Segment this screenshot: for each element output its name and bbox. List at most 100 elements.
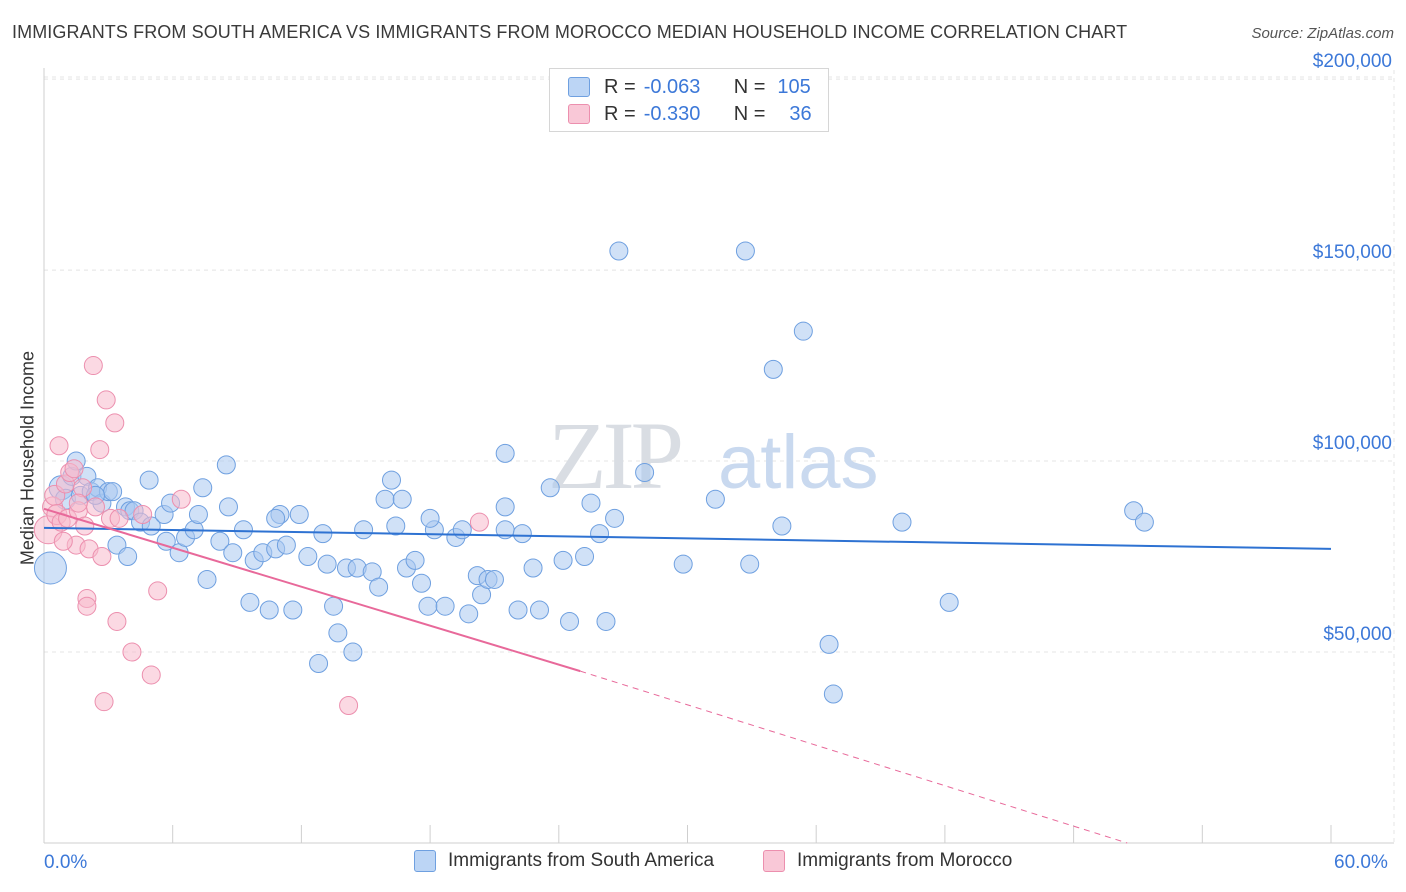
point-south-america: [763, 359, 783, 379]
point-south-america: [609, 241, 629, 261]
point-south-america: [313, 524, 333, 544]
point-south-america: [233, 520, 253, 540]
legend-r-value: -0.063: [643, 75, 701, 98]
y-tick-label: $50,000: [1323, 624, 1392, 645]
bottom-legend-label: Immigrants from South America: [448, 850, 715, 871]
point-south-america: [512, 524, 532, 544]
point-south-america: [103, 482, 123, 502]
point-south-america: [560, 611, 580, 631]
watermark-atlas: atlas: [718, 420, 879, 505]
point-south-america: [276, 535, 296, 555]
bottom-legend-morocco: Immigrants from Morocco: [763, 850, 1012, 872]
point-south-america: [223, 543, 243, 563]
bottom-legend-swatch-blue: [414, 850, 436, 872]
legend-n-label: N =: [733, 102, 766, 125]
point-south-america: [118, 547, 138, 567]
point-south-america: [892, 512, 912, 532]
bottom-legend-swatch-pink: [763, 850, 785, 872]
point-south-america: [1134, 512, 1154, 532]
point-south-america: [405, 550, 425, 570]
point-south-america: [819, 634, 839, 654]
point-south-america: [459, 604, 479, 624]
point-south-america: [673, 554, 693, 574]
point-morocco: [49, 436, 69, 456]
point-south-america: [218, 497, 238, 517]
point-morocco: [148, 581, 168, 601]
points-layer: [33, 241, 1154, 715]
point-south-america: [240, 592, 260, 612]
point-morocco: [107, 611, 127, 631]
point-south-america: [317, 554, 337, 574]
point-south-america: [259, 600, 279, 620]
point-south-america: [508, 600, 528, 620]
legend-row-morocco: R = -0.330 N = 36: [568, 102, 812, 126]
point-morocco: [85, 497, 105, 517]
point-south-america: [197, 569, 217, 589]
x-tick-label-min: 0.0%: [44, 852, 88, 873]
point-south-america: [635, 463, 655, 483]
point-south-america: [740, 554, 760, 574]
y-axis-label: Median Household Income: [17, 350, 38, 566]
point-south-america: [495, 497, 515, 517]
point-south-america: [309, 653, 329, 673]
y-tick-labels: $50,000 $100,000 $150,000 $200,000: [1313, 51, 1392, 645]
point-south-america: [386, 516, 406, 536]
point-south-america: [553, 550, 573, 570]
point-morocco: [469, 512, 489, 532]
point-morocco: [77, 596, 97, 616]
point-south-america: [575, 547, 595, 567]
point-south-america: [540, 478, 560, 498]
point-south-america: [596, 611, 616, 631]
watermark: ZIP atlas: [548, 402, 879, 509]
point-south-america: [298, 547, 318, 567]
point-south-america: [392, 489, 412, 509]
point-morocco: [339, 695, 359, 715]
point-south-america: [375, 489, 395, 509]
point-south-america: [324, 596, 344, 616]
legend-r-value: -0.330: [643, 102, 701, 125]
point-south-america: [369, 577, 389, 597]
point-south-america: [139, 470, 159, 490]
point-south-america: [33, 551, 67, 585]
point-morocco: [109, 508, 129, 528]
trendline-morocco: [43, 507, 581, 673]
y-tick-label: $200,000: [1313, 51, 1392, 72]
legend-swatch-pink: [568, 104, 590, 124]
point-south-america: [939, 592, 959, 612]
point-south-america: [328, 623, 348, 643]
chart-source: Source: ZipAtlas.com: [1251, 25, 1394, 42]
point-south-america: [210, 531, 230, 551]
legend-row-south-america: R = -0.063 N = 105: [568, 75, 811, 99]
point-morocco: [83, 356, 103, 376]
point-south-america: [156, 531, 176, 551]
y-tick-label: $150,000: [1313, 242, 1392, 263]
legend-swatch-blue: [568, 77, 590, 97]
point-south-america: [418, 596, 438, 616]
point-morocco: [133, 505, 153, 525]
legend-n-label: N =: [733, 75, 766, 98]
point-south-america: [188, 505, 208, 525]
trend-layer: [43, 507, 1332, 844]
point-south-america: [452, 520, 472, 540]
point-south-america: [605, 508, 625, 528]
point-south-america: [705, 489, 725, 509]
trendline-morocco-extrapolated: [580, 670, 1128, 844]
point-south-america: [523, 558, 543, 578]
point-morocco: [90, 440, 110, 460]
point-morocco: [105, 413, 125, 433]
chart-title: IMMIGRANTS FROM SOUTH AMERICA VS IMMIGRA…: [12, 22, 1128, 42]
x-tick-label-max: 60.0%: [1334, 852, 1388, 873]
point-morocco: [141, 665, 161, 685]
point-morocco: [122, 642, 142, 662]
point-south-america: [381, 470, 401, 490]
point-morocco: [92, 547, 112, 567]
point-south-america: [772, 516, 792, 536]
trendline-south-america: [43, 526, 1332, 550]
legend-r-label: R =: [604, 102, 636, 125]
point-south-america: [343, 642, 363, 662]
legend-n-value: 36: [789, 102, 812, 125]
point-south-america: [495, 443, 515, 463]
point-south-america: [484, 569, 504, 589]
axis-layer: [43, 68, 1394, 844]
